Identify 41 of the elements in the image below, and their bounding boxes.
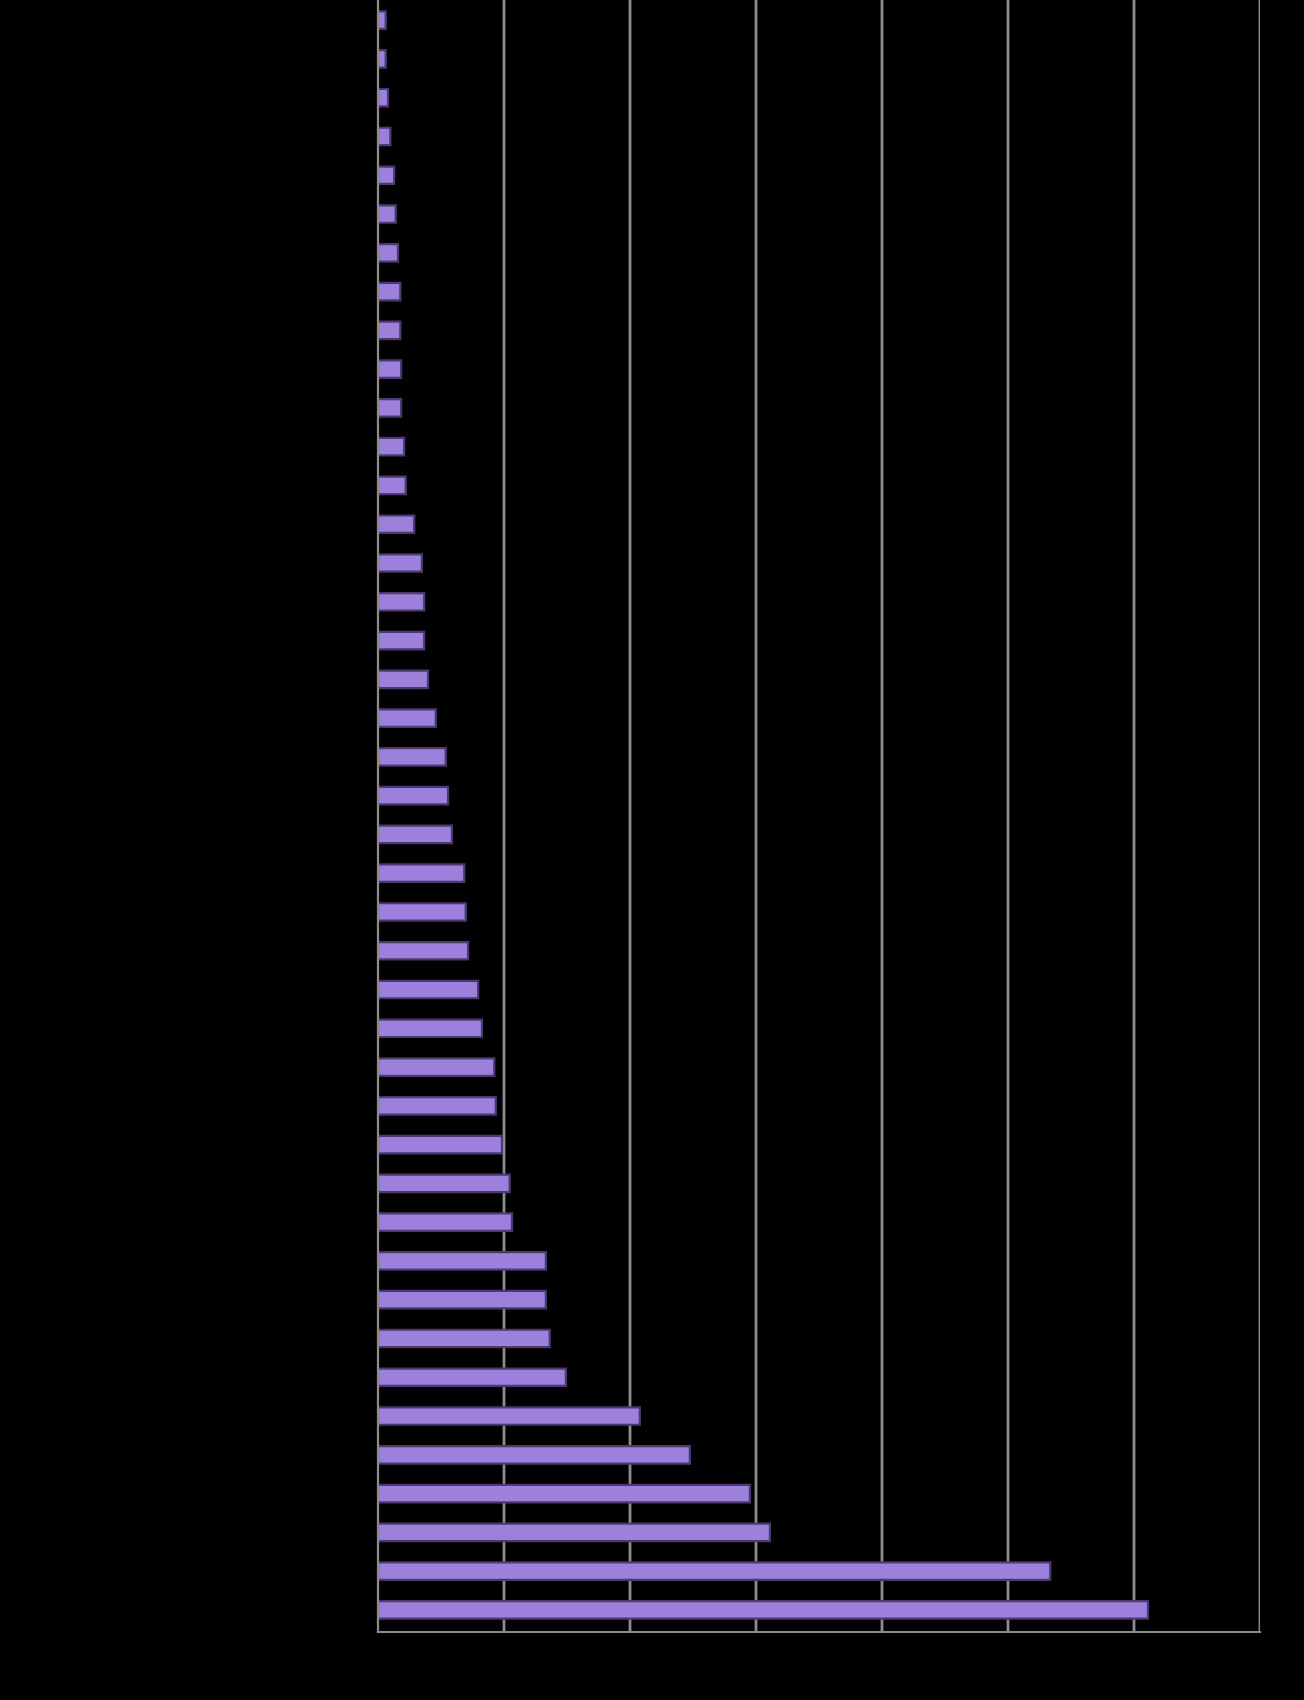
bar: [378, 630, 426, 651]
bar: [378, 359, 403, 379]
bar: [378, 1483, 752, 1504]
bar: [378, 747, 447, 767]
bar: [378, 1561, 1052, 1581]
bar: [378, 1406, 641, 1426]
bar: [378, 824, 454, 845]
bar: [378, 1367, 567, 1388]
bar: [378, 1018, 484, 1039]
bar: [378, 204, 397, 224]
bar: [378, 475, 407, 496]
bar: [378, 320, 402, 341]
bar: [378, 1328, 551, 1349]
bar: [378, 1057, 496, 1077]
bar: [378, 940, 470, 961]
bar: [378, 1251, 547, 1271]
bar: [378, 1096, 497, 1116]
bar: [378, 436, 406, 457]
bar: [378, 553, 423, 573]
bar: [378, 708, 437, 728]
bar: [378, 1212, 514, 1232]
bar: [378, 1522, 772, 1543]
bar: [378, 281, 402, 302]
bar: [378, 514, 416, 535]
bar: [378, 863, 466, 884]
bar: [378, 1600, 1150, 1620]
bar: [378, 87, 390, 108]
bar: [378, 1289, 547, 1310]
bar: [378, 49, 387, 69]
bar: [378, 398, 403, 418]
bar: [378, 10, 387, 30]
bar: [378, 1134, 504, 1155]
bar: [378, 1444, 691, 1465]
bar: [378, 591, 426, 612]
bar: [378, 242, 400, 263]
bar: [378, 902, 467, 922]
bar: [378, 165, 396, 186]
bar: [378, 979, 480, 1000]
bar: [378, 785, 450, 806]
bar: [378, 1173, 511, 1194]
bar: [378, 669, 430, 690]
